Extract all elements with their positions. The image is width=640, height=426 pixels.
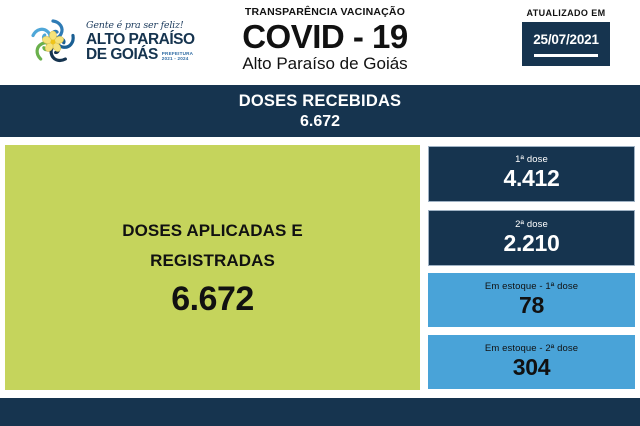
doses-applied-label: DOSES APLICADAS E REGISTRADAS bbox=[122, 221, 303, 270]
stat-card-stock-second-dose: Em estoque - 2ª dose 304 bbox=[428, 335, 635, 389]
page-footer-bar bbox=[0, 398, 640, 426]
stat-card-second-dose-value: 2.210 bbox=[503, 230, 560, 257]
stat-card-first-dose-label: 1ª dose bbox=[515, 153, 548, 165]
stat-card-stock-first-dose: Em estoque - 1ª dose 78 bbox=[428, 273, 635, 327]
city-logo-name-row2: DE GOIÁS PREFEITURA 2021 - 2024 bbox=[86, 47, 195, 63]
page-title-block: TRANSPARÊNCIA VACINAÇÃO COVID - 19 Alto … bbox=[210, 6, 440, 73]
stat-card-first-dose: 1ª dose 4.412 bbox=[428, 146, 635, 202]
city-logo-term: 2021 - 2024 bbox=[161, 55, 189, 61]
city-logo-wordmark: Gente é pra ser feliz! ALTO PARAÍSO DE G… bbox=[86, 21, 195, 63]
last-updated-date: 25/07/2021 bbox=[533, 31, 599, 47]
doses-applied-value: 6.672 bbox=[171, 279, 254, 318]
doses-received-banner: DOSES RECEBIDAS 6.672 bbox=[0, 85, 640, 137]
page-title: COVID - 19 bbox=[242, 18, 408, 55]
page-header: Gente é pra ser feliz! ALTO PARAÍSO DE G… bbox=[0, 0, 640, 85]
stat-card-first-dose-value: 4.412 bbox=[503, 164, 560, 191]
last-updated-label: ATUALIZADO EM bbox=[526, 8, 606, 18]
stat-card-stock-first-dose-value: 78 bbox=[519, 292, 544, 319]
city-logo-administration: PREFEITURA 2021 - 2024 bbox=[161, 51, 194, 63]
alto-paraiso-flower-emblem-icon bbox=[26, 17, 80, 67]
city-logo-prefeitura: PREFEITURA bbox=[161, 51, 194, 57]
page-kicker: TRANSPARÊNCIA VACINAÇÃO bbox=[244, 6, 406, 18]
city-logo-name-line1: ALTO PARAÍSO bbox=[86, 30, 195, 48]
stat-card-second-dose: 2ª dose 2.210 bbox=[428, 210, 635, 266]
doses-applied-panel: DOSES APLICADAS E REGISTRADAS 6.672 bbox=[5, 145, 420, 390]
doses-received-value: 6.672 bbox=[299, 112, 341, 130]
last-updated-block: ATUALIZADO EM 25/07/2021 bbox=[505, 8, 627, 66]
city-logo-name-line2: DE GOIÁS bbox=[86, 46, 158, 64]
city-logo-slogan: Gente é pra ser feliz! bbox=[86, 20, 184, 32]
page-subtitle: Alto Paraíso de Goiás bbox=[242, 53, 408, 73]
doses-received-label: DOSES RECEBIDAS bbox=[238, 91, 402, 110]
last-updated-box: 25/07/2021 bbox=[522, 22, 610, 66]
stat-card-stock-first-dose-label: Em estoque - 1ª dose bbox=[484, 281, 579, 293]
last-updated-underline bbox=[534, 53, 598, 57]
stat-card-second-dose-label: 2ª dose bbox=[515, 219, 548, 231]
city-logo: Gente é pra ser feliz! ALTO PARAÍSO DE G… bbox=[26, 14, 198, 70]
stat-card-stock-second-dose-value: 304 bbox=[512, 354, 551, 381]
stat-card-stock-second-dose-label: Em estoque - 2ª dose bbox=[484, 343, 579, 355]
